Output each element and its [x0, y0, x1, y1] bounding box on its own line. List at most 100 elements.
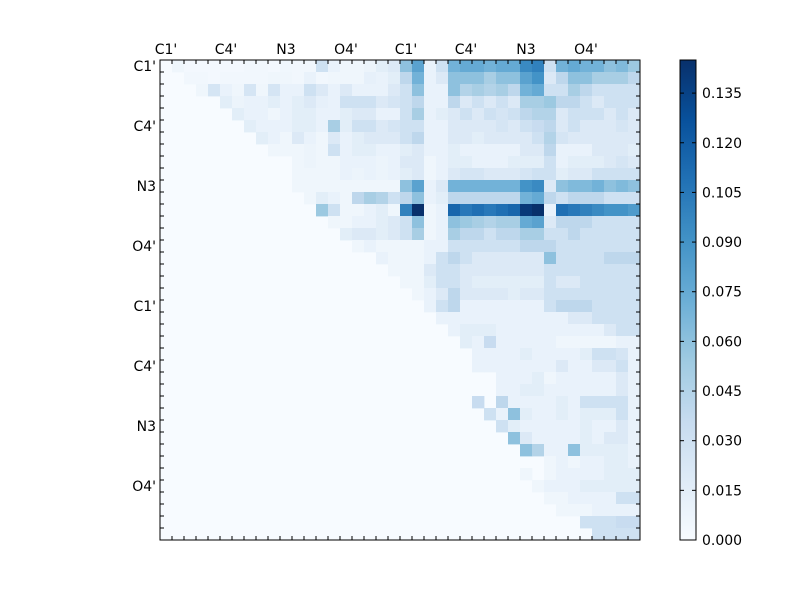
heatmap-cell	[616, 432, 629, 445]
heatmap-cell	[628, 444, 641, 457]
heatmap-cell	[436, 264, 449, 277]
heatmap-cell	[472, 396, 485, 409]
heatmap-cell	[484, 360, 497, 373]
heatmap-cell	[616, 120, 629, 133]
heatmap-cell	[592, 528, 605, 541]
heatmap-cell	[388, 144, 401, 157]
heatmap-cell	[592, 96, 605, 109]
heatmap-cell	[508, 396, 521, 409]
heatmap-cell	[472, 120, 485, 133]
heatmap-cell	[568, 420, 581, 433]
heatmap-cell	[244, 108, 257, 121]
heatmap-cell	[616, 216, 629, 229]
heatmap-cell	[568, 228, 581, 241]
heatmap-cell	[292, 168, 305, 181]
heatmap-cell	[472, 84, 485, 97]
heatmap-cell	[304, 72, 317, 85]
heatmap-cell	[628, 96, 641, 109]
heatmap-cell	[628, 108, 641, 121]
heatmap-cell	[268, 60, 281, 73]
heatmap-cell	[460, 192, 473, 205]
heatmap-cell	[448, 228, 461, 241]
heatmap-cell	[520, 252, 533, 265]
colorbar-tick-label: 0.060	[702, 334, 742, 350]
heatmap-cell	[604, 84, 617, 97]
heatmap-cell	[280, 72, 293, 85]
heatmap-cell	[604, 276, 617, 289]
heatmap-cell	[364, 84, 377, 97]
heatmap-cell	[232, 72, 245, 85]
heatmap-cell	[484, 348, 497, 361]
heatmap-cell	[592, 168, 605, 181]
heatmap-cell	[580, 96, 593, 109]
heatmap-cell	[520, 72, 533, 85]
heatmap-cell	[304, 144, 317, 157]
heatmap-cell	[484, 60, 497, 73]
heatmap-cell	[592, 360, 605, 373]
heatmap-cell	[556, 300, 569, 313]
heatmap-cell	[532, 276, 545, 289]
heatmap-cell	[628, 276, 641, 289]
heatmap-cell	[364, 120, 377, 133]
heatmap-cell	[316, 156, 329, 169]
heatmap-cell	[436, 300, 449, 313]
heatmap-cell	[388, 252, 401, 265]
heatmap-cell	[316, 84, 329, 97]
heatmap-cell	[604, 444, 617, 457]
heatmap-cell	[616, 252, 629, 265]
heatmap-cell	[616, 132, 629, 145]
heatmap-cell	[520, 288, 533, 301]
heatmap-cell	[580, 432, 593, 445]
heatmap-cell	[484, 336, 497, 349]
heatmap-cell	[568, 72, 581, 85]
heatmap-cell	[424, 120, 437, 133]
heatmap-cell	[616, 480, 629, 493]
heatmap-cell	[532, 192, 545, 205]
heatmap-cell	[424, 168, 437, 181]
heatmap-cell	[496, 60, 509, 73]
heatmap-cell	[532, 300, 545, 313]
heatmap-cell	[412, 192, 425, 205]
heatmap-cell	[436, 204, 449, 217]
heatmap-cell	[400, 144, 413, 157]
heatmap-cell	[424, 72, 437, 85]
heatmap-cell	[616, 336, 629, 349]
heatmap-cell	[580, 324, 593, 337]
heatmap-cell	[424, 180, 437, 193]
heatmap-cell	[520, 192, 533, 205]
heatmap-cell	[388, 72, 401, 85]
heatmap-cell	[388, 156, 401, 169]
heatmap-cell	[388, 180, 401, 193]
heatmap-cell	[616, 468, 629, 481]
heatmap-cell	[616, 240, 629, 253]
heatmap-cell	[580, 396, 593, 409]
heatmap-cell	[508, 144, 521, 157]
heatmap-cell	[580, 372, 593, 385]
heatmap-cell	[448, 240, 461, 253]
heatmap-cell	[304, 132, 317, 145]
heatmap-cell	[628, 348, 641, 361]
heatmap-cell	[496, 120, 509, 133]
heatmap-cell	[532, 240, 545, 253]
heatmap-cell	[292, 84, 305, 97]
heatmap-cell	[496, 252, 509, 265]
heatmap-cell	[364, 96, 377, 109]
heatmap-cell	[436, 72, 449, 85]
heatmap-cell	[628, 60, 641, 73]
heatmap-cell	[616, 180, 629, 193]
heatmap-cell	[592, 120, 605, 133]
heatmap-cell	[460, 132, 473, 145]
heatmap-cell	[376, 132, 389, 145]
heatmap-cell	[556, 192, 569, 205]
heatmap-cell	[568, 336, 581, 349]
heatmap-cell	[580, 84, 593, 97]
heatmap-cell	[436, 132, 449, 145]
heatmap-cell	[520, 132, 533, 145]
heatmap-cell	[580, 180, 593, 193]
heatmap-cell	[436, 156, 449, 169]
heatmap-cell	[568, 492, 581, 505]
heatmap-cell	[400, 192, 413, 205]
heatmap-cell	[460, 168, 473, 181]
y-tick-label: N3	[137, 419, 156, 435]
heatmap-cell	[328, 120, 341, 133]
